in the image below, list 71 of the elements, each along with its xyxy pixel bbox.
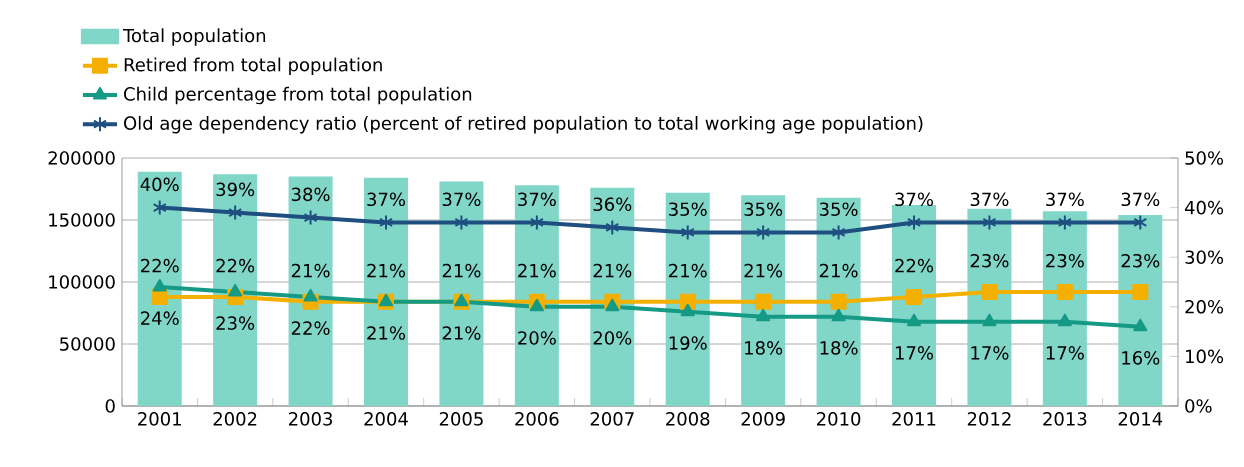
data-label: 39% bbox=[216, 182, 255, 197]
data-label: 37% bbox=[970, 192, 1009, 207]
y2-tick-label: 50% bbox=[1185, 151, 1224, 165]
y-tick-label: 50000 bbox=[60, 337, 115, 351]
data-label: 22% bbox=[895, 258, 934, 273]
y2-tick-label: 30% bbox=[1185, 250, 1224, 265]
y-tick-label: 0 bbox=[105, 399, 115, 413]
data-label: 16% bbox=[1122, 351, 1160, 365]
y-tick-label: 150000 bbox=[49, 213, 115, 227]
x-tick-label: 2001 bbox=[138, 412, 181, 426]
x-tick-label: 2008 bbox=[666, 412, 710, 426]
data-label: 37% bbox=[442, 192, 481, 207]
data-label: 21% bbox=[744, 263, 783, 278]
data-label: 37% bbox=[518, 192, 556, 207]
x-tick-label: 2011 bbox=[892, 412, 936, 426]
data-label: 18% bbox=[820, 341, 858, 355]
x-tick-label: 2010 bbox=[816, 412, 861, 426]
data-label: 22% bbox=[291, 321, 330, 335]
data-label: 37% bbox=[1046, 192, 1084, 207]
data-label: 37% bbox=[367, 192, 406, 207]
data-label: 23% bbox=[1046, 253, 1084, 268]
x-tick-label: 2002 bbox=[213, 412, 257, 426]
data-label: 21% bbox=[442, 326, 481, 340]
x-tick-label: 2013 bbox=[1043, 412, 1087, 426]
data-label: 23% bbox=[1121, 253, 1160, 268]
data-label: 38% bbox=[291, 187, 330, 202]
x-tick-label: 2014 bbox=[1118, 412, 1163, 426]
data-label: 22% bbox=[141, 258, 179, 273]
x-tick-label: 2005 bbox=[439, 412, 483, 426]
data-label: 21% bbox=[442, 263, 481, 278]
x-tick-label: 2012 bbox=[967, 412, 1011, 426]
data-label: 35% bbox=[744, 202, 783, 216]
data-label: 20% bbox=[518, 331, 556, 345]
y2-tick-label: 20% bbox=[1185, 299, 1224, 314]
x-tick-label: 2006 bbox=[515, 412, 559, 426]
y2-tick-label: 0% bbox=[1185, 399, 1212, 413]
data-label: 17% bbox=[971, 346, 1009, 360]
x-tick-label: 2009 bbox=[741, 412, 785, 426]
x-tick-label: 2007 bbox=[590, 412, 634, 426]
x-tick-label: 2003 bbox=[288, 412, 333, 426]
data-label: 22% bbox=[216, 258, 255, 273]
data-label: 21% bbox=[367, 263, 406, 278]
data-label: 37% bbox=[895, 192, 934, 207]
data-label: 36% bbox=[593, 197, 632, 212]
data-label: 17% bbox=[1046, 346, 1084, 360]
data-label: 21% bbox=[291, 263, 330, 278]
data-label: 23% bbox=[216, 316, 255, 330]
data-label: 17% bbox=[895, 346, 934, 360]
data-label: 37% bbox=[1121, 192, 1160, 207]
legend-label: Old age dependency ratio (percent of retired population to total working age population) bbox=[124, 116, 923, 134]
data-label: 35% bbox=[669, 202, 707, 216]
legend-label: Child percentage from total population bbox=[124, 86, 472, 105]
y-tick-label: 200000 bbox=[48, 151, 115, 165]
data-label: 19% bbox=[669, 336, 707, 350]
data-label: 21% bbox=[367, 326, 406, 340]
data-label: 21% bbox=[518, 263, 556, 278]
data-label: 18% bbox=[745, 341, 783, 355]
legend-label: Total population bbox=[122, 28, 266, 46]
x-tick-label: 2004 bbox=[364, 412, 408, 426]
data-label: 24% bbox=[141, 311, 179, 325]
legend-label: Retired from total population bbox=[124, 57, 382, 75]
data-label: 21% bbox=[819, 263, 858, 278]
data-label: 40% bbox=[140, 177, 179, 192]
data-label: 21% bbox=[593, 263, 632, 278]
data-label: 35% bbox=[819, 202, 858, 216]
data-label: 20% bbox=[593, 331, 632, 345]
data-label: 21% bbox=[669, 263, 707, 278]
y2-tick-label: 10% bbox=[1186, 349, 1224, 364]
data-label: 23% bbox=[970, 253, 1009, 268]
y-tick-label: 100000 bbox=[49, 275, 115, 289]
y2-tick-label: 40% bbox=[1184, 200, 1224, 215]
